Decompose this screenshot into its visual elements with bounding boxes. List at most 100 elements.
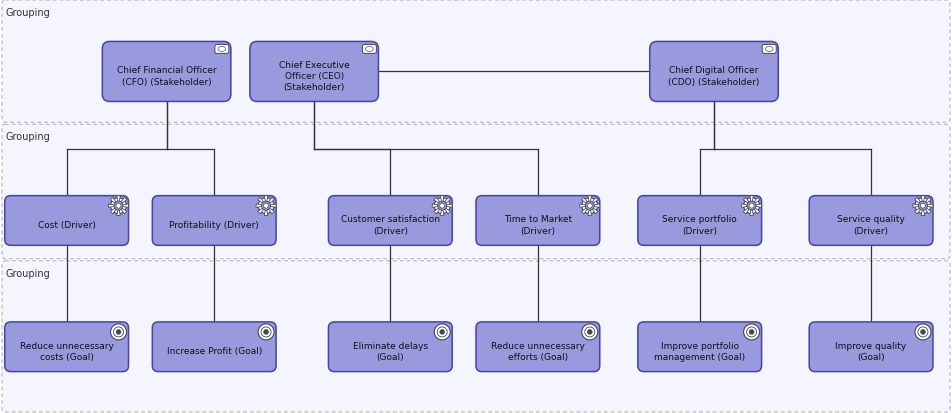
Circle shape <box>747 202 756 211</box>
Circle shape <box>440 330 445 335</box>
Circle shape <box>440 204 445 209</box>
Circle shape <box>746 327 757 337</box>
FancyBboxPatch shape <box>763 45 776 54</box>
Circle shape <box>587 204 592 209</box>
Circle shape <box>110 198 127 214</box>
FancyBboxPatch shape <box>809 322 933 372</box>
Circle shape <box>438 202 446 211</box>
FancyBboxPatch shape <box>2 261 950 412</box>
Text: Reduce unnecessary
efforts (Goal): Reduce unnecessary efforts (Goal) <box>491 341 585 361</box>
Circle shape <box>915 324 931 340</box>
FancyBboxPatch shape <box>328 322 452 372</box>
Text: Service portfolio
(Driver): Service portfolio (Driver) <box>663 215 737 235</box>
Wedge shape <box>258 206 266 214</box>
Text: Reduce unnecessary
costs (Goal): Reduce unnecessary costs (Goal) <box>20 341 113 361</box>
FancyBboxPatch shape <box>649 43 779 102</box>
Wedge shape <box>744 198 751 206</box>
Wedge shape <box>751 204 762 208</box>
FancyBboxPatch shape <box>638 322 762 372</box>
Wedge shape <box>589 206 598 214</box>
Wedge shape <box>589 204 600 208</box>
Text: Time to Market
(Driver): Time to Market (Driver) <box>504 215 572 235</box>
Text: Chief Financial Officer
(CFO) (Stakeholder): Chief Financial Officer (CFO) (Stakehold… <box>117 66 216 86</box>
Text: Improve portfolio
management (Goal): Improve portfolio management (Goal) <box>654 341 745 361</box>
Wedge shape <box>266 204 276 208</box>
FancyBboxPatch shape <box>476 196 600 246</box>
Text: Service quality
(Driver): Service quality (Driver) <box>837 215 905 235</box>
Wedge shape <box>922 206 931 214</box>
FancyBboxPatch shape <box>363 45 376 54</box>
Circle shape <box>744 198 760 214</box>
Ellipse shape <box>218 47 226 52</box>
Text: Customer satisfaction
(Driver): Customer satisfaction (Driver) <box>341 215 440 235</box>
Wedge shape <box>582 206 589 214</box>
Wedge shape <box>442 204 452 208</box>
Wedge shape <box>266 206 274 214</box>
Circle shape <box>258 198 274 214</box>
Text: Chief Executive
Officer (CEO)
(Stakeholder): Chief Executive Officer (CEO) (Stakehold… <box>279 61 349 92</box>
Wedge shape <box>922 204 933 208</box>
FancyBboxPatch shape <box>152 196 276 246</box>
Text: Cost (Driver): Cost (Driver) <box>38 221 95 230</box>
Wedge shape <box>922 196 924 206</box>
Wedge shape <box>265 196 268 206</box>
FancyBboxPatch shape <box>328 196 452 246</box>
Wedge shape <box>751 206 760 214</box>
FancyBboxPatch shape <box>2 125 950 259</box>
FancyBboxPatch shape <box>215 45 228 54</box>
Circle shape <box>114 202 123 211</box>
Wedge shape <box>922 206 924 216</box>
Circle shape <box>744 324 760 340</box>
Wedge shape <box>441 206 444 216</box>
Circle shape <box>915 198 931 214</box>
FancyBboxPatch shape <box>2 1 950 123</box>
Wedge shape <box>913 204 922 208</box>
Wedge shape <box>432 204 442 208</box>
FancyBboxPatch shape <box>249 43 379 102</box>
FancyBboxPatch shape <box>5 196 129 246</box>
Text: Chief Digital Officer
(CDO) (Stakeholder): Chief Digital Officer (CDO) (Stakeholder… <box>668 66 760 86</box>
Wedge shape <box>582 198 589 206</box>
Wedge shape <box>915 198 922 206</box>
Wedge shape <box>118 204 129 208</box>
Text: Eliminate delays
(Goal): Eliminate delays (Goal) <box>353 341 427 361</box>
Circle shape <box>919 202 927 211</box>
Circle shape <box>582 198 598 214</box>
Circle shape <box>264 330 268 335</box>
Circle shape <box>749 330 754 335</box>
Wedge shape <box>588 206 591 216</box>
Text: Increase Profit (Goal): Increase Profit (Goal) <box>167 347 262 356</box>
Circle shape <box>582 324 598 340</box>
Circle shape <box>116 330 121 335</box>
Circle shape <box>585 327 595 337</box>
Wedge shape <box>117 196 120 206</box>
FancyBboxPatch shape <box>809 196 933 246</box>
Circle shape <box>113 327 124 337</box>
Ellipse shape <box>765 47 773 52</box>
Wedge shape <box>922 198 931 206</box>
Wedge shape <box>266 198 274 206</box>
Wedge shape <box>110 206 118 214</box>
Circle shape <box>262 202 270 211</box>
Circle shape <box>261 327 271 337</box>
Circle shape <box>587 330 592 335</box>
Text: Improve quality
(Goal): Improve quality (Goal) <box>836 341 906 361</box>
Ellipse shape <box>366 47 373 52</box>
Wedge shape <box>580 204 589 208</box>
Circle shape <box>116 204 121 209</box>
Wedge shape <box>588 196 591 206</box>
Circle shape <box>110 324 127 340</box>
Wedge shape <box>915 206 922 214</box>
Text: Grouping: Grouping <box>5 268 50 278</box>
Wedge shape <box>109 204 118 208</box>
Text: Profitability (Driver): Profitability (Driver) <box>169 221 259 230</box>
Wedge shape <box>742 204 751 208</box>
Wedge shape <box>442 198 450 206</box>
Wedge shape <box>118 198 127 206</box>
Wedge shape <box>258 198 266 206</box>
FancyBboxPatch shape <box>5 322 129 372</box>
Wedge shape <box>750 196 753 206</box>
Circle shape <box>918 327 928 337</box>
Wedge shape <box>751 198 760 206</box>
Wedge shape <box>434 198 442 206</box>
